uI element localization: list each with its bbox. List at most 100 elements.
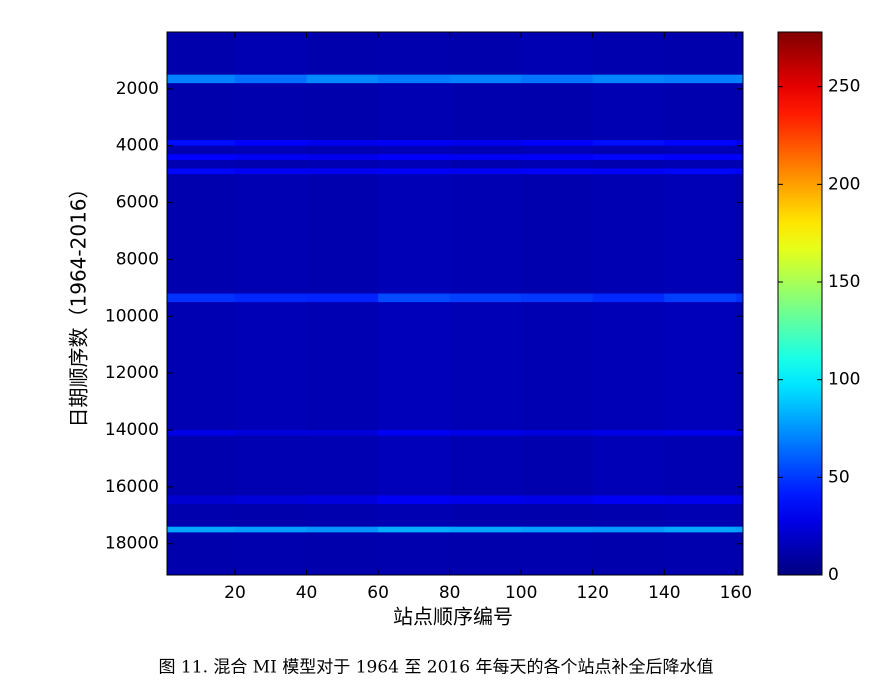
heatmap-cell: [306, 174, 379, 295]
heatmap-cell: [521, 495, 594, 505]
y-tick-label: 18000: [105, 534, 159, 554]
heatmap-cell: [449, 435, 522, 496]
heatmap-cell: [592, 293, 665, 303]
x-tick-label: 140: [648, 583, 680, 603]
heatmap-cell: [592, 168, 665, 175]
heatmap-cell: [378, 495, 451, 505]
colorbar: [777, 31, 823, 576]
heatmap-cell: [664, 154, 737, 161]
heatmap-cell: [306, 168, 379, 175]
heatmap-cell: [234, 140, 308, 147]
heatmap-cell: [306, 435, 379, 496]
heatmap-cell: [234, 532, 308, 576]
heatmap-cell: [306, 83, 379, 141]
heatmap-cell: [664, 532, 737, 576]
heatmap-cell: [234, 293, 308, 303]
heatmap-cell: [664, 168, 737, 175]
heatmap-cell: [449, 32, 522, 76]
heatmap-cell: [592, 32, 665, 76]
heatmap-cell: [234, 435, 308, 496]
plot-frame: [166, 31, 744, 576]
heatmap-cell: [378, 293, 451, 303]
y-tick-label: 10000: [105, 306, 159, 326]
y-tick-label: 12000: [105, 363, 159, 383]
heatmap-cell: [735, 526, 744, 533]
heatmap-cell: [592, 145, 665, 155]
heatmap-cell: [449, 503, 522, 528]
heatmap-cell: [449, 495, 522, 505]
x-axis-label: 站点顺序编号: [393, 605, 513, 629]
heatmap-cell: [378, 32, 451, 76]
heatmap-cell: [378, 526, 451, 533]
heatmap-cell: [592, 532, 665, 576]
heatmap-cell: [664, 435, 737, 496]
heatmap-cell: [234, 159, 308, 169]
heatmap-cell: [592, 159, 665, 169]
heatmap-cell: [167, 74, 236, 84]
heatmap-cell: [234, 503, 308, 528]
heatmap-cell: [592, 74, 665, 84]
heatmap-cell: [378, 302, 451, 431]
heatmap-cell: [234, 168, 308, 175]
heatmap-cell: [167, 168, 236, 175]
heatmap-cell: [521, 430, 594, 437]
heatmap-cell: [664, 430, 737, 437]
heatmap-cell: [234, 145, 308, 155]
y-axis-label: 日期顺序数（1964-2016）: [67, 178, 91, 427]
heatmap-cell: [167, 140, 236, 147]
heatmap-cell: [592, 430, 665, 437]
heatmap-cell: [306, 495, 379, 505]
colorbar-tick-label: 250: [828, 77, 860, 97]
heatmap-cell: [167, 32, 236, 76]
heatmap-cell: [521, 154, 594, 161]
caption: 图 11. 混合 MI 模型对于 1964 至 2016 年每天的各个站点补全后…: [159, 658, 714, 678]
heatmap-cell: [592, 495, 665, 505]
colorbar-tick-label: 150: [828, 272, 860, 292]
heatmap-cell: [449, 430, 522, 437]
heatmap-cell: [664, 32, 737, 76]
heatmap-cell: [449, 159, 522, 169]
heatmap-cell: [521, 302, 594, 431]
heatmap-cell: [592, 174, 665, 295]
heatmap-cell: [521, 168, 594, 175]
heatmap-cell: [664, 526, 737, 533]
heatmap-cell: [735, 74, 744, 84]
heatmap-cell: [234, 526, 308, 533]
heatmap-cell: [664, 302, 737, 431]
heatmap-cell: [521, 159, 594, 169]
heatmap-cell: [167, 83, 236, 141]
y-tick-label: 8000: [116, 249, 159, 269]
heatmap-cell: [167, 293, 236, 303]
heatmap-cell: [234, 430, 308, 437]
heatmap-cell: [306, 32, 379, 76]
heatmap-cell: [449, 83, 522, 141]
heatmap-cell: [521, 503, 594, 528]
heatmap-cell: [449, 140, 522, 147]
heatmap-cell: [735, 83, 744, 141]
heatmap-cell: [167, 435, 236, 496]
x-tick-label: 60: [367, 583, 389, 603]
colorbar-tick-label: 100: [828, 370, 860, 390]
heatmap-cell: [735, 495, 744, 505]
heatmap-cell: [664, 140, 737, 147]
colorbar-tick-label: 50: [828, 467, 850, 487]
x-tick-label: 80: [439, 583, 461, 603]
y-tick-label: 4000: [116, 136, 159, 156]
heatmap-cell: [234, 32, 308, 76]
heatmap-cell: [378, 83, 451, 141]
heatmap-cell: [234, 74, 308, 84]
heatmap-cell: [664, 159, 737, 169]
heatmap-cell: [449, 154, 522, 161]
heatmap-cell: [306, 154, 379, 161]
heatmap-cell: [521, 145, 594, 155]
heatmap-cell: [306, 159, 379, 169]
heatmap-cell: [234, 495, 308, 505]
colorbar-tick-label: 0: [828, 565, 839, 585]
heatmap-cell: [521, 532, 594, 576]
heatmap-cell: [664, 145, 737, 155]
heatmap-cell: [306, 74, 379, 84]
heatmap-cell: [735, 159, 744, 169]
heatmap-cell: [167, 430, 236, 437]
heatmap-cell: [735, 168, 744, 175]
